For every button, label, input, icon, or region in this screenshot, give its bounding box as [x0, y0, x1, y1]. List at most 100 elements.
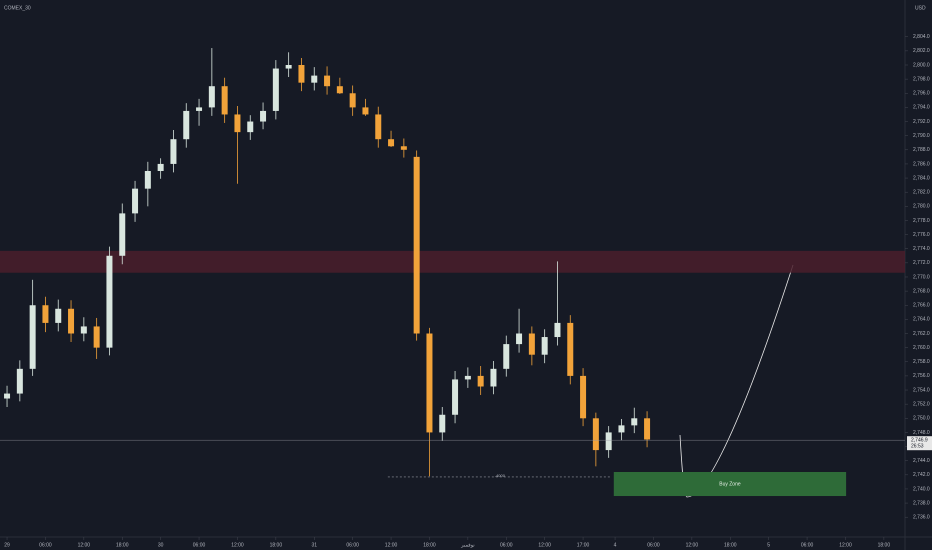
x-tick-label: 18:00: [423, 542, 436, 548]
x-tick-label: 18:00: [724, 542, 737, 548]
y-tick-label: 2,784.0: [913, 175, 930, 181]
last-price-label: 2,746.9: [911, 438, 928, 444]
candle-body: [80, 326, 87, 334]
candle-body: [260, 110, 267, 122]
level-label: -4000: [495, 473, 506, 478]
candle-body: [464, 375, 471, 380]
x-tick-label: 06:00: [801, 542, 814, 548]
candle-body: [196, 107, 203, 111]
y-tick-label: 2,794.0: [913, 105, 930, 111]
candle-body: [580, 375, 587, 419]
y-tick-label: 2,770.0: [913, 274, 930, 280]
candle-body: [388, 139, 395, 147]
y-tick-label: 2,752.0: [913, 401, 930, 407]
x-tick-label: 29: [4, 542, 10, 548]
x-tick-label: 12:00: [839, 542, 852, 548]
candle-body: [349, 93, 356, 108]
y-tick-label: 2,754.0: [913, 387, 930, 393]
candle-body: [132, 188, 139, 214]
candle-body: [452, 379, 459, 415]
y-tick-label: 2,766.0: [913, 303, 930, 309]
candle-body: [631, 418, 638, 426]
x-tick-label: 31: [311, 542, 317, 548]
candle-body: [68, 308, 75, 334]
y-tick-label: 2,736.0: [913, 515, 930, 521]
y-tick-label: 2,748.0: [913, 430, 930, 436]
y-tick-label: 2,800.0: [913, 62, 930, 68]
x-tick-label: 18:00: [878, 542, 891, 548]
y-tick-label: 2,792.0: [913, 119, 930, 125]
candle-body: [144, 170, 151, 189]
candle-body: [221, 86, 228, 115]
candle-body: [298, 65, 305, 83]
candle-body: [490, 368, 497, 387]
candle-body: [183, 110, 190, 140]
y-tick-label: 2,760.0: [913, 345, 930, 351]
candle-body: [119, 213, 126, 256]
candle-body: [554, 322, 561, 338]
candle-body: [324, 75, 331, 87]
y-tick-label: 2,758.0: [913, 359, 930, 365]
candle-body: [516, 333, 523, 345]
x-tick-label: 12:00: [231, 542, 244, 548]
y-tick-label: 2,778.0: [913, 218, 930, 224]
x-tick-label: 12:00: [538, 542, 551, 548]
candle-body: [42, 305, 49, 323]
y-tick-label: 2,740.0: [913, 486, 930, 492]
x-tick-label: 12:00: [686, 542, 699, 548]
candle-body: [426, 333, 433, 433]
y-tick-label: 2,774.0: [913, 246, 930, 252]
candle-body: [528, 333, 535, 355]
candle-body: [375, 114, 382, 140]
candle-body: [362, 107, 369, 115]
candle-body: [247, 121, 254, 133]
candle-body: [618, 425, 625, 433]
x-tick-label: 06:00: [39, 542, 52, 548]
candle-body: [285, 65, 292, 69]
y-tick-label: 2,796.0: [913, 91, 930, 97]
chart-title: COMEX_30: [4, 5, 31, 11]
y-tick-label: 2,744.0: [913, 458, 930, 464]
candle-body: [400, 146, 407, 150]
x-tick-label: 18:00: [116, 542, 129, 548]
x-tick-label: 06:00: [500, 542, 513, 548]
candle-body: [234, 114, 241, 133]
y-tick-label: 2,798.0: [913, 76, 930, 82]
y-tick-label: 2,776.0: [913, 232, 930, 238]
x-tick-label: نوفمبر: [460, 542, 475, 548]
candle-body: [157, 163, 164, 171]
x-tick-label: 06:00: [647, 542, 660, 548]
candle-body: [503, 344, 510, 369]
x-tick-label: 17:00: [577, 542, 590, 548]
last-price-box: [907, 436, 932, 451]
y-tick-label: 2,756.0: [913, 373, 930, 379]
y-tick-label: 2,742.0: [913, 472, 930, 478]
candle-body: [644, 418, 651, 440]
candle-body: [272, 68, 279, 111]
y-tick-label: 2,750.0: [913, 416, 930, 422]
y-tick-label: 2,786.0: [913, 161, 930, 167]
y-tick-label: 2,762.0: [913, 331, 930, 337]
candle-body: [29, 305, 36, 369]
candle-body: [439, 414, 446, 433]
zone: [613, 471, 847, 497]
candle-body: [106, 255, 113, 348]
candle-body: [541, 337, 548, 355]
candle-body: [605, 432, 612, 451]
y-tick-label: 2,782.0: [913, 190, 930, 196]
candle-body: [93, 326, 100, 348]
candle-body: [567, 322, 574, 376]
currency: USD: [915, 5, 926, 11]
x-tick-label: 06:00: [193, 542, 206, 548]
candle-body: [55, 308, 62, 323]
candle-body: [413, 156, 420, 334]
y-tick-label: 2,772.0: [913, 260, 930, 266]
candle-body: [16, 368, 23, 394]
zone-label: Buy Zone: [719, 481, 741, 487]
y-tick-label: 2,768.0: [913, 288, 930, 294]
candle-body: [477, 375, 484, 387]
candle-body: [170, 139, 177, 164]
candle-body: [311, 75, 318, 83]
